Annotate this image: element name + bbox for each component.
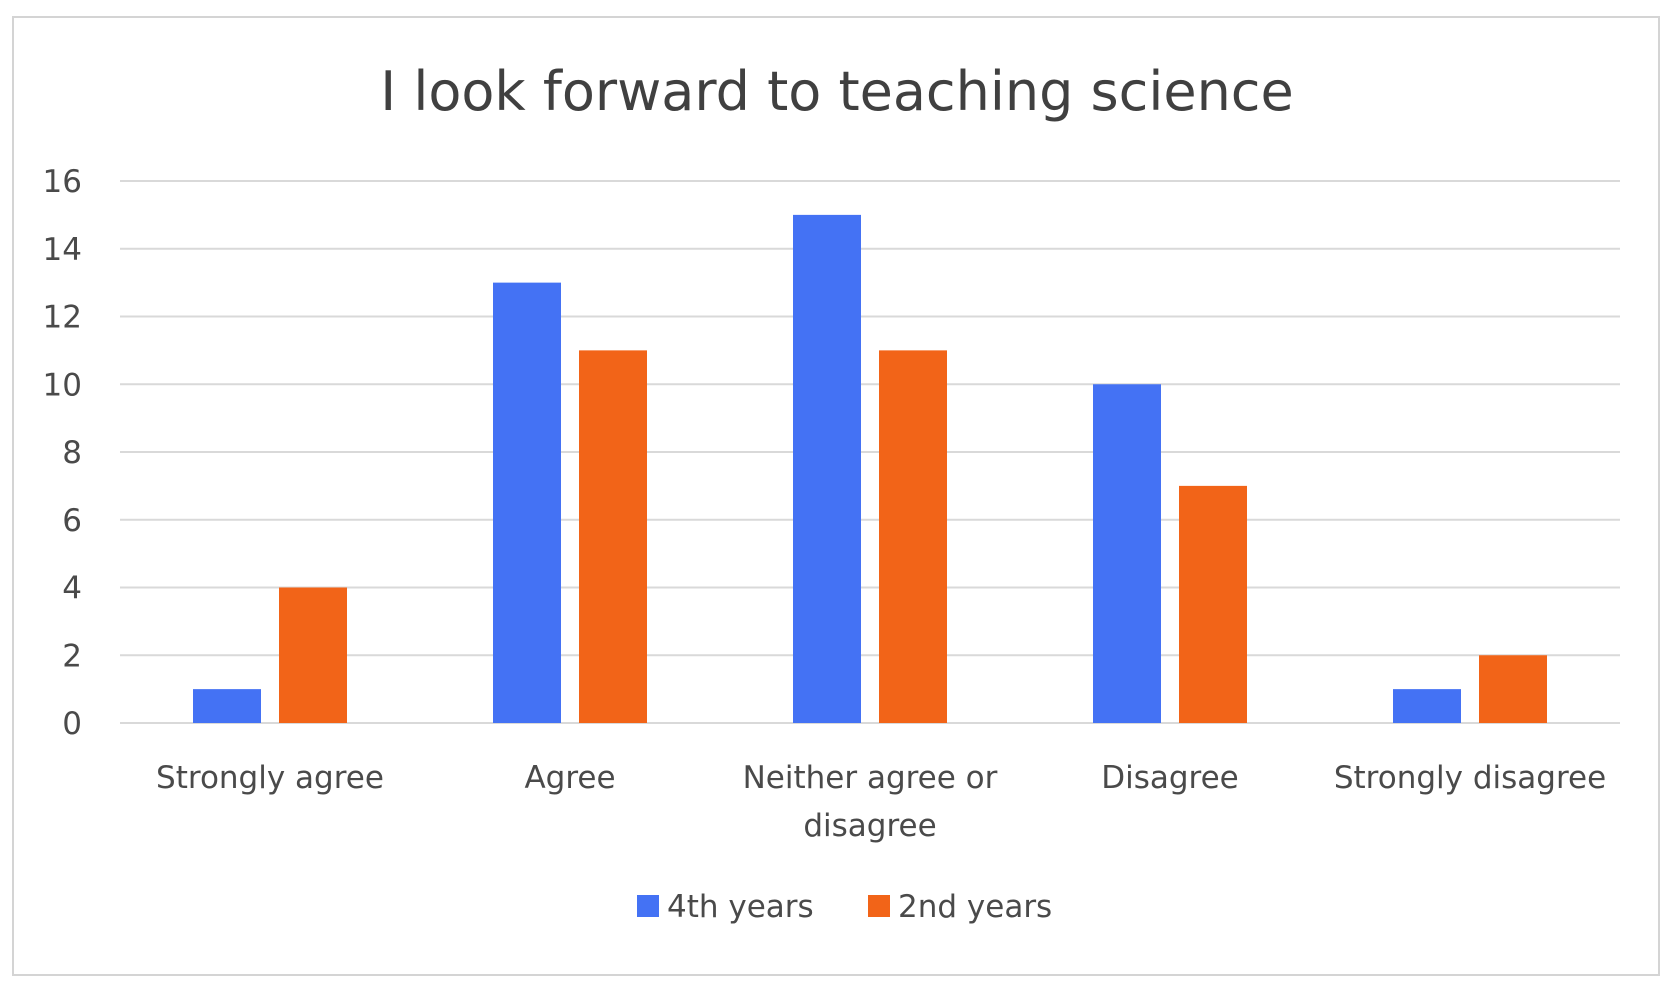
- y-tick-label: 16: [43, 164, 82, 200]
- bars: [193, 214, 1547, 723]
- legend: 4th years 2nd years: [637, 889, 1052, 925]
- x-category-label: Agree: [524, 760, 615, 796]
- chart-title: I look forward to teaching science: [380, 60, 1293, 123]
- bar-2nd-years-3: [1179, 485, 1247, 723]
- bar-4th-years-4: [1393, 689, 1461, 723]
- gridlines: [120, 180, 1620, 724]
- bar-2nd-years-1: [579, 350, 647, 723]
- y-axis-tick-labels: 0 2 4 6 8 10 12 14 16: [43, 164, 82, 742]
- bar-4th-years-0: [193, 689, 261, 723]
- legend-label: 2nd years: [898, 889, 1052, 925]
- y-tick-label: 0: [62, 706, 82, 742]
- bar-4th-years-3: [1093, 384, 1161, 723]
- bar-2nd-years-0: [279, 587, 347, 723]
- y-tick-label: 14: [43, 232, 82, 268]
- y-tick-label: 8: [62, 435, 82, 471]
- bar-4th-years-1: [493, 282, 561, 723]
- x-category-label: disagree: [803, 808, 936, 844]
- x-category-label: Neither agree or: [743, 760, 998, 796]
- y-tick-label: 6: [62, 503, 82, 539]
- legend-label: 4th years: [667, 889, 814, 925]
- legend-swatch: [868, 895, 890, 917]
- y-tick-label: 2: [62, 638, 82, 674]
- bar-2nd-years-2: [879, 350, 947, 723]
- x-category-label: Strongly agree: [156, 760, 384, 796]
- legend-swatch: [637, 895, 659, 917]
- y-tick-label: 12: [43, 300, 82, 336]
- bar-4th-years-2: [793, 214, 861, 723]
- x-axis-category-labels: Strongly agree Agree Neither agree or disag…: [156, 760, 1606, 844]
- y-tick-label: 10: [43, 367, 82, 403]
- y-tick-label: 4: [62, 571, 82, 607]
- x-category-label: Strongly disagree: [1334, 760, 1606, 796]
- bar-2nd-years-4: [1479, 655, 1547, 723]
- x-category-label: Disagree: [1101, 760, 1239, 796]
